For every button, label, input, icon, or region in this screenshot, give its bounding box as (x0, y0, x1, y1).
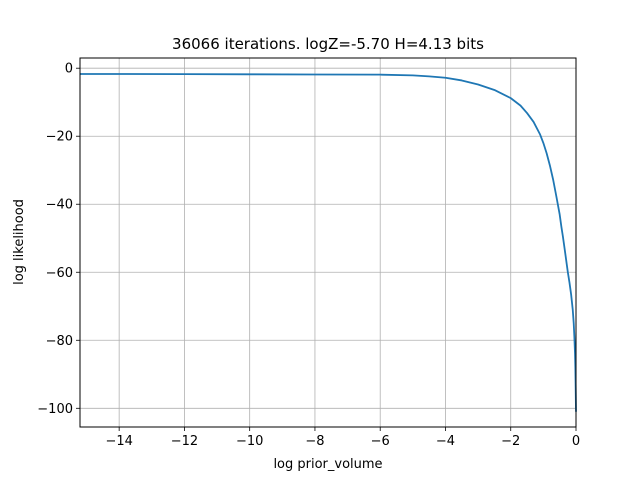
x-tick-label: −4 (436, 434, 455, 449)
y-tick-label: −80 (46, 334, 73, 349)
x-axis-label: log prior_volume (273, 457, 382, 472)
y-tick-label: −60 (46, 266, 73, 281)
y-tick-label: −40 (46, 198, 73, 213)
y-tick-label: −100 (37, 402, 73, 417)
series-line (80, 73, 577, 412)
plot-frame (79, 57, 577, 428)
x-tick-label: 0 (572, 434, 580, 449)
x-tick-label: −12 (171, 434, 198, 449)
x-ticks: −14 −12 −10 −8 −6 −4 −2 0 (105, 427, 580, 449)
y-ticks: 0 −20 −40 −60 −80 −100 (37, 62, 80, 417)
x-tick-label: −6 (371, 434, 390, 449)
chart-title: 36066 iterations. logZ=-5.70 H=4.13 bits (172, 35, 484, 53)
x-tick-label: −8 (305, 434, 324, 449)
plot-line-group (80, 73, 577, 412)
x-tick-label: −2 (501, 434, 520, 449)
y-tick-label: 0 (65, 62, 73, 77)
x-tick-label: −10 (236, 434, 263, 449)
y-axis-label: log likelihood (12, 199, 27, 285)
y-tick-label: −20 (46, 130, 73, 145)
x-tick-label: −14 (105, 434, 132, 449)
